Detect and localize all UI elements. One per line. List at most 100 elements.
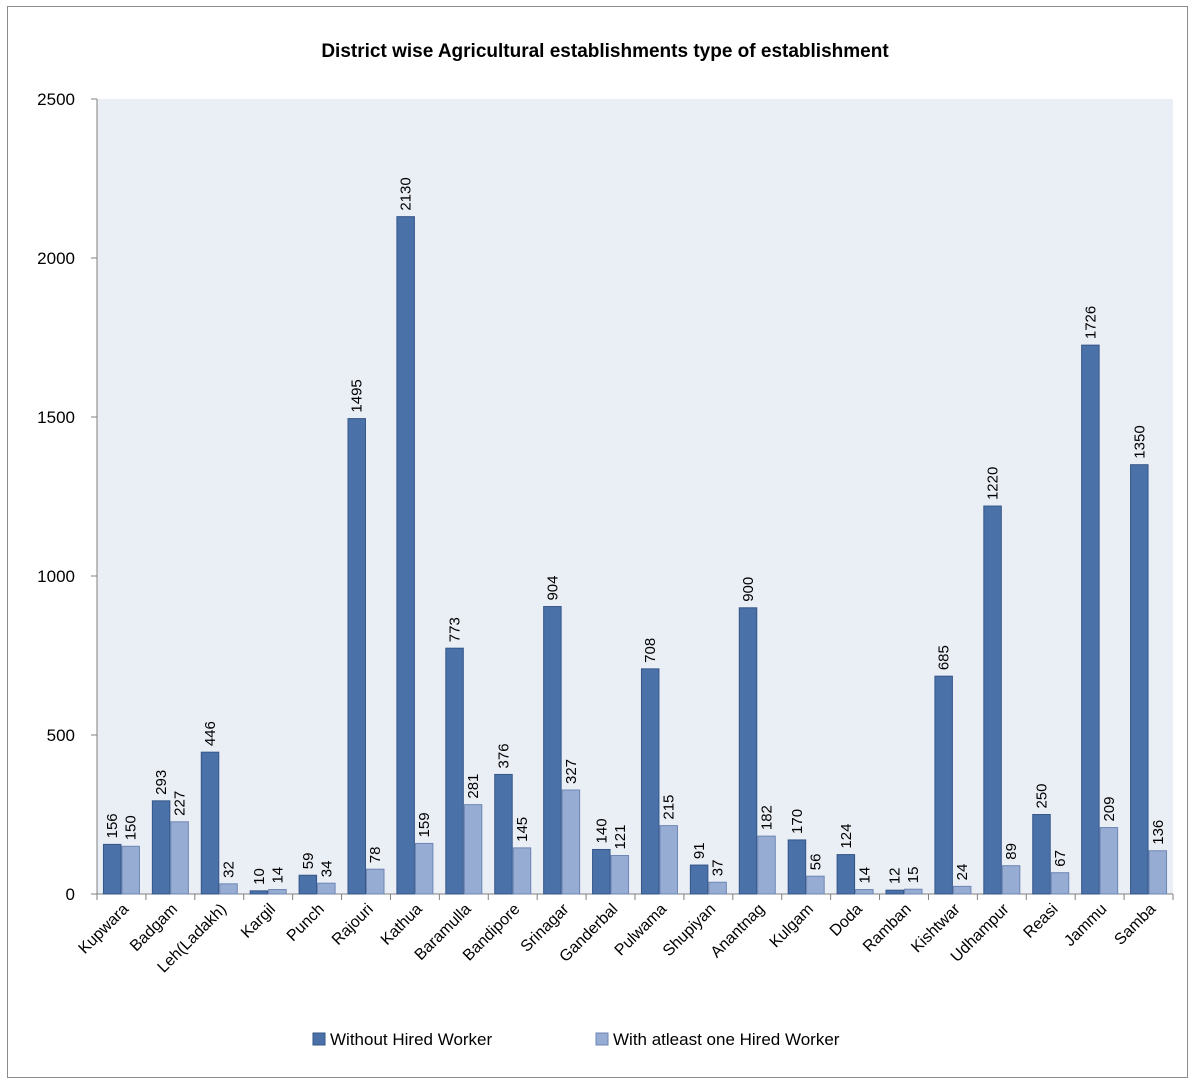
x-tick-label: Ramban bbox=[860, 901, 915, 956]
x-tick-label: Samba bbox=[1112, 901, 1160, 949]
data-label: 685 bbox=[936, 645, 953, 670]
bar-with-hired bbox=[952, 885, 972, 895]
y-tick-label: 2500 bbox=[37, 90, 75, 109]
data-label: 376 bbox=[495, 743, 512, 768]
bar-with-hired bbox=[317, 882, 336, 895]
bar-without-hired bbox=[689, 864, 709, 895]
y-tick-label: 500 bbox=[47, 726, 75, 745]
data-label: 904 bbox=[544, 575, 561, 600]
data-label: 37 bbox=[710, 860, 727, 877]
bar-without-hired bbox=[1081, 344, 1100, 895]
x-tick-label: Kargil bbox=[238, 901, 279, 942]
bar-without-hired bbox=[885, 889, 904, 895]
data-label: 91 bbox=[691, 842, 708, 859]
bars-group bbox=[102, 216, 1168, 895]
x-tick-label: Kulgam bbox=[767, 901, 817, 951]
data-label: 159 bbox=[416, 812, 433, 837]
data-label: 10 bbox=[251, 868, 268, 885]
bar-without-hired bbox=[347, 418, 366, 895]
bar-without-hired bbox=[543, 606, 562, 895]
bar-without-hired bbox=[836, 854, 856, 895]
data-label: 24 bbox=[954, 864, 971, 881]
data-label: 446 bbox=[202, 721, 219, 746]
bar-with-hired bbox=[659, 825, 678, 895]
legend-swatch bbox=[312, 1032, 326, 1046]
data-label: 227 bbox=[172, 791, 189, 816]
bar-without-hired bbox=[640, 668, 660, 895]
bar-with-hired bbox=[561, 789, 581, 895]
bar-with-hired bbox=[366, 868, 385, 895]
chart-title: District wise Agricultural establishment… bbox=[321, 41, 889, 62]
data-label: 145 bbox=[514, 817, 531, 842]
legend-label: With atleast one Hired Worker bbox=[613, 1030, 840, 1049]
bar-without-hired bbox=[1032, 814, 1051, 895]
data-label: 14 bbox=[856, 867, 873, 884]
bar-with-hired bbox=[904, 888, 923, 895]
x-tick-label: Doda bbox=[827, 901, 866, 940]
bar-with-hired bbox=[463, 804, 483, 895]
y-tick-label: 1500 bbox=[37, 408, 75, 427]
data-label: 293 bbox=[153, 770, 170, 795]
bar-without-hired bbox=[983, 505, 1002, 895]
data-label: 156 bbox=[104, 813, 121, 838]
data-label: 67 bbox=[1052, 850, 1069, 867]
data-label: 12 bbox=[887, 867, 904, 884]
bar-with-hired bbox=[855, 889, 874, 895]
data-label: 140 bbox=[593, 818, 610, 843]
bar-with-hired bbox=[1001, 865, 1021, 895]
bar-without-hired bbox=[298, 874, 318, 895]
x-axis bbox=[96, 893, 1174, 900]
bar-with-hired bbox=[414, 842, 434, 895]
bar-without-hired bbox=[1130, 464, 1149, 895]
legend-swatch bbox=[595, 1032, 609, 1046]
bar-without-hired bbox=[102, 843, 122, 895]
bar-without-hired bbox=[787, 839, 807, 895]
bar-with-hired bbox=[1148, 850, 1168, 895]
bar-without-hired bbox=[738, 607, 758, 895]
data-label: 900 bbox=[740, 577, 757, 602]
x-tick-label: Anantnag bbox=[708, 901, 768, 961]
bar-without-hired bbox=[934, 675, 953, 895]
bar-with-hired bbox=[512, 847, 532, 895]
y-tick-label: 1000 bbox=[37, 567, 75, 586]
data-label: 150 bbox=[123, 815, 140, 840]
legend: Without Hired Worker With atleast one Hir… bbox=[312, 1030, 840, 1049]
bar-without-hired bbox=[494, 773, 513, 895]
bar-with-hired bbox=[219, 883, 238, 895]
data-label: 121 bbox=[612, 824, 629, 849]
data-label: 2130 bbox=[398, 177, 415, 210]
legend-label: Without Hired Worker bbox=[330, 1030, 493, 1049]
data-label: 59 bbox=[300, 853, 317, 870]
y-tick-label: 2000 bbox=[37, 249, 75, 268]
bar-with-hired bbox=[610, 855, 630, 895]
bar-with-hired bbox=[1050, 872, 1070, 895]
data-label: 1350 bbox=[1131, 425, 1148, 458]
data-label: 182 bbox=[759, 805, 776, 830]
data-label: 1495 bbox=[349, 379, 366, 412]
data-label: 89 bbox=[1003, 843, 1020, 860]
data-label: 773 bbox=[447, 617, 464, 642]
data-label: 327 bbox=[563, 759, 580, 784]
bar-with-hired bbox=[757, 835, 776, 895]
y-axis: 0 500 1000 1500 2000 2500 bbox=[37, 90, 98, 904]
data-label: 15 bbox=[905, 867, 922, 884]
bar-without-hired bbox=[592, 848, 611, 895]
bar-with-hired bbox=[806, 875, 825, 895]
plot-area bbox=[97, 99, 1173, 894]
data-label: 170 bbox=[789, 809, 806, 834]
data-label: 78 bbox=[367, 847, 384, 864]
bar-with-hired bbox=[708, 881, 727, 895]
x-tick-label: Kathua bbox=[378, 901, 426, 949]
x-tick-label: Rajouri bbox=[329, 901, 377, 949]
data-label: 215 bbox=[661, 795, 678, 820]
bar-without-hired bbox=[396, 216, 415, 895]
data-label: 708 bbox=[642, 638, 659, 663]
data-label: 124 bbox=[838, 824, 855, 849]
data-label: 136 bbox=[1150, 820, 1167, 845]
data-label: 209 bbox=[1101, 797, 1118, 822]
x-tick-label: Punch bbox=[284, 901, 328, 945]
bar-without-hired bbox=[445, 647, 464, 895]
